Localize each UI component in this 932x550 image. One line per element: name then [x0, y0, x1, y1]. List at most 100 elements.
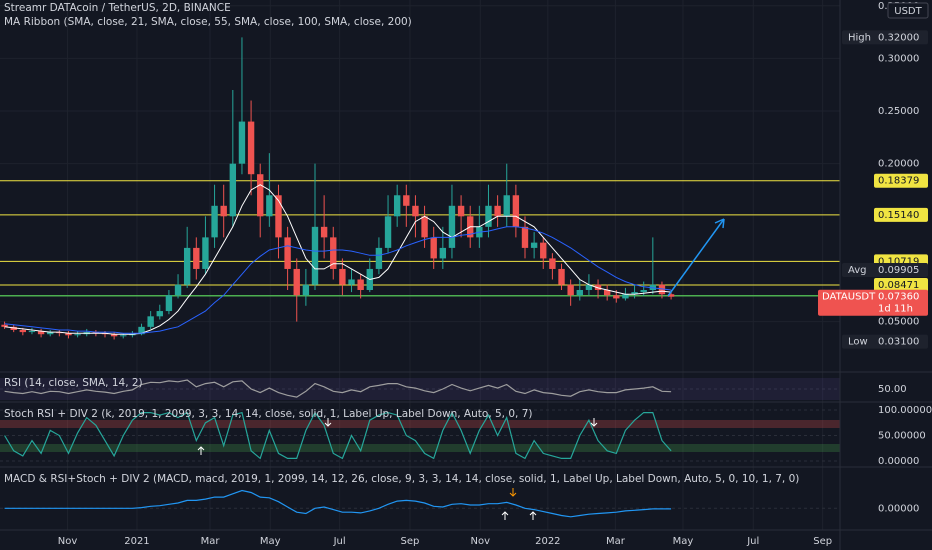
- marker-box: [842, 334, 928, 349]
- indicator-title: MA Ribbon (SMA, close, 21, SMA, close, 5…: [4, 16, 412, 28]
- candle-body: [129, 334, 136, 336]
- candle-body: [37, 331, 45, 335]
- candle-body: [183, 247, 191, 285]
- candle-body: [421, 216, 428, 238]
- x-tick-label: Sep: [813, 536, 832, 547]
- x-tick-label: 2022: [535, 536, 560, 547]
- candle-body: [28, 331, 36, 333]
- signal-arrow: [197, 446, 205, 455]
- indicator-line: [4, 489, 672, 518]
- candle-body: [302, 284, 310, 296]
- candle-body: [65, 333, 72, 336]
- candle-body: [540, 242, 547, 259]
- candle-body: [229, 163, 237, 217]
- candle-body: [174, 284, 182, 296]
- candle-body: [457, 205, 465, 217]
- stoch-title: Stoch RSI + DIV 2 (k, 2019, 1, 2099, 3, …: [4, 408, 532, 420]
- y-tick-label: 0.25000: [878, 106, 919, 117]
- level-label-box: [874, 278, 928, 293]
- candle-body: [220, 205, 227, 217]
- y-tick-label: 50.00000: [878, 431, 926, 442]
- marker-name: High: [848, 32, 871, 43]
- countdown: 1d 11h: [878, 304, 913, 315]
- candle-body: [631, 292, 638, 295]
- candle-body: [448, 205, 456, 248]
- candle-body: [74, 334, 81, 336]
- y-tick-label: 50.00: [878, 384, 907, 395]
- candle-body: [503, 195, 510, 217]
- y-tick-label: 0.20000: [878, 159, 919, 170]
- rsi-title: RSI (14, close, SMA, 14, 2): [4, 377, 143, 389]
- level-label-box: [874, 173, 928, 188]
- candle-body: [10, 326, 17, 330]
- candle-body: [238, 121, 246, 164]
- level-label: 0.18379: [878, 176, 919, 187]
- candle-body: [439, 247, 447, 259]
- candle-body: [530, 242, 538, 248]
- candle-body: [594, 284, 602, 290]
- candle-body: [293, 268, 300, 296]
- price-axis: Nov 2021 Mar May Jul Sep Nov 2022 Mar May Jul Sep 0.…: [58, 1, 932, 547]
- marker-name: Avg: [848, 265, 867, 276]
- last-price-box: [818, 289, 928, 316]
- candle-body: [202, 237, 209, 269]
- candle-body: [558, 268, 565, 285]
- candle-body: [585, 284, 593, 290]
- candle-body: [567, 284, 574, 296]
- candle-body: [193, 247, 200, 269]
- y-tick-label: 0.00000: [878, 456, 919, 467]
- candle-body: [138, 326, 145, 335]
- signal-arrow: [529, 511, 537, 520]
- y-tick-label: 0.30000: [878, 53, 919, 64]
- x-tick-label: Nov: [58, 536, 78, 547]
- x-tick-label: May: [673, 536, 694, 547]
- candle-body: [120, 335, 127, 337]
- candle-body: [549, 258, 556, 269]
- projection-arrow: [667, 218, 725, 297]
- candle-body: [357, 279, 364, 290]
- x-tick-label: Mar: [606, 536, 626, 547]
- indicator-line: [4, 379, 672, 398]
- candle-body: [613, 295, 620, 299]
- candle-body: [640, 290, 647, 293]
- x-tick-label: Mar: [201, 536, 221, 547]
- symbol-title: Streamr DATAcoin / TetherUS, 2D, BINANCE: [4, 2, 231, 14]
- candle-body: [247, 121, 255, 175]
- candle-body: [156, 311, 163, 317]
- candle-body: [403, 195, 410, 206]
- candle-body: [393, 195, 401, 217]
- last-price-name: DATAUSDT: [822, 292, 876, 303]
- signal-arrow: [509, 488, 517, 497]
- candle-body: [339, 268, 346, 285]
- candle-body: [56, 332, 63, 334]
- candle-body: [348, 279, 355, 285]
- marker-name: Low: [848, 337, 868, 348]
- moving-average: [4, 226, 672, 334]
- signal-arrow: [590, 418, 598, 427]
- y-tick-label: 0.05000: [878, 317, 919, 328]
- x-tick-label: Jul: [746, 536, 759, 547]
- candle-body: [275, 195, 282, 238]
- signal-arrow: [324, 418, 332, 427]
- candle-body: [384, 216, 392, 248]
- candle-body: [320, 226, 328, 238]
- candle-body: [330, 237, 337, 269]
- candle-body: [1, 324, 8, 327]
- candle-body: [494, 205, 501, 217]
- candle-body: [622, 294, 629, 299]
- stoch-upper-band: [0, 420, 840, 428]
- arrow-head: [714, 218, 725, 229]
- level-label: 0.10719: [878, 256, 919, 267]
- moving-average: [4, 184, 672, 335]
- candle-body: [284, 237, 291, 269]
- candle-body: [412, 205, 419, 217]
- candle-body: [375, 247, 383, 269]
- currency: USDT: [894, 6, 922, 17]
- candle-body: [257, 174, 264, 217]
- level-label: 0.08471: [878, 280, 919, 291]
- candle-body: [147, 316, 154, 327]
- indicator-line: [4, 411, 672, 460]
- candle-body: [92, 332, 100, 334]
- candle-body: [512, 195, 520, 227]
